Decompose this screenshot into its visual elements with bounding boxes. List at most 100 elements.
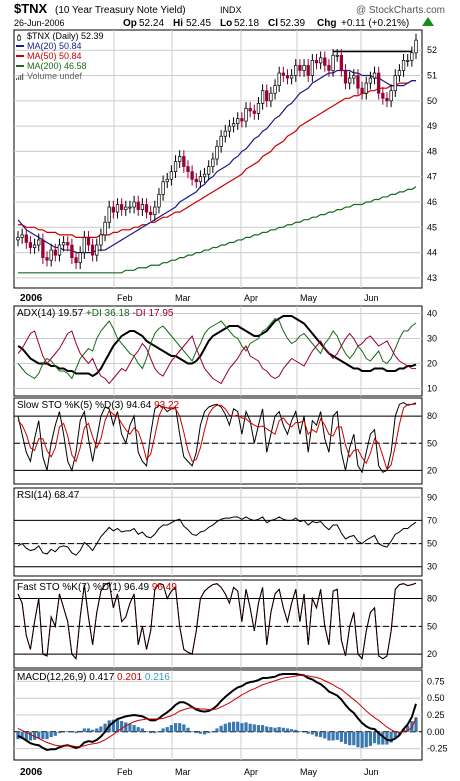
- candle-body: [215, 146, 219, 160]
- x-tick-label: Mar: [175, 767, 191, 777]
- y-tick-label: 80: [427, 594, 437, 604]
- histogram-bar: [86, 728, 91, 732]
- y-tick-label: 0.75: [427, 676, 445, 686]
- histogram-bar: [348, 731, 352, 746]
- candle-body: [90, 244, 95, 256]
- candle-body: [107, 206, 111, 223]
- histogram-bar: [227, 722, 232, 732]
- candle-body: [377, 72, 381, 94]
- candle-body: [310, 60, 315, 76]
- series-line: [17, 674, 417, 748]
- volume-bar-icon: [20, 75, 22, 80]
- candle-body: [393, 75, 397, 92]
- change-value: +0.11 (+0.21%): [341, 18, 409, 29]
- y-tick-label: 48: [427, 146, 437, 156]
- panel-5: -0.25 0.00 0.25 0.50 0.75 MACD(12,26,9) 0.417…: [13, 669, 448, 761]
- x-tick-label: Jun: [364, 293, 379, 303]
- legend-value: 96.49: [149, 582, 177, 593]
- candle-body: [343, 70, 348, 84]
- candle-body: [385, 97, 389, 102]
- change-label: Chg: [317, 18, 336, 29]
- histogram-bar: [273, 727, 277, 732]
- candle-body: [37, 239, 41, 246]
- panel-1: 10 20 30 40 ADX(14) 19.57 +DI 36.18 -DI 17.9…: [13, 305, 437, 397]
- y-tick-label: 0.00: [427, 727, 445, 737]
- candle-body: [140, 204, 145, 210]
- histogram-bar: [406, 725, 410, 732]
- histogram-bar: [393, 731, 397, 739]
- candle-body: [281, 72, 285, 76]
- histogram-bar: [298, 731, 302, 732]
- y-tick-label: 0.25: [427, 710, 445, 720]
- histogram-bar: [231, 721, 236, 732]
- legend-entry: MA(50) 50.84: [27, 51, 82, 61]
- histogram-bar: [335, 731, 339, 740]
- series-line: [17, 401, 417, 474]
- histogram-bar: [343, 731, 348, 744]
- candle-body: [352, 75, 356, 79]
- candle-body: [368, 77, 373, 84]
- histogram-bar: [261, 725, 265, 732]
- candle-body: [111, 206, 116, 213]
- candle-body: [57, 244, 62, 256]
- y-tick-label: 43: [427, 273, 437, 283]
- candle-body: [53, 249, 57, 256]
- open-value: 52.24: [139, 18, 164, 29]
- candle-body: [173, 161, 178, 172]
- histogram-bar: [20, 731, 24, 740]
- legend-value: -DI 17.95: [130, 308, 174, 319]
- y-tick-label: 50: [427, 438, 437, 448]
- candle-body: [182, 156, 186, 167]
- y-tick-label: -0.25: [427, 744, 448, 754]
- candlestick-icon-body: [17, 35, 21, 41]
- candle-body: [20, 234, 24, 238]
- low-value: 52.18: [234, 18, 259, 29]
- histogram-bar: [99, 726, 103, 732]
- candle-body: [335, 54, 339, 57]
- candle-body: [269, 92, 273, 102]
- histogram-bar: [389, 731, 393, 743]
- histogram-bar: [306, 731, 310, 734]
- histogram-bar: [49, 731, 53, 738]
- candle-body: [70, 244, 74, 258]
- histogram-bar: [91, 729, 95, 732]
- chart-header: $TNX (10 Year Treasury Note Yield) INDX …: [14, 1, 445, 29]
- y-tick-label: 30: [427, 562, 437, 572]
- y-tick-label: 47: [427, 172, 437, 182]
- candle-body: [364, 82, 368, 94]
- histogram-bar: [207, 731, 211, 734]
- histogram-bar: [132, 725, 136, 732]
- y-tick-label: 90: [427, 492, 437, 502]
- histogram-bar: [323, 731, 327, 739]
- y-tick-label: 51: [427, 71, 437, 81]
- candle-body: [252, 110, 256, 114]
- candle-body: [28, 242, 33, 248]
- candle-body: [397, 70, 402, 76]
- legend-value: 0.216: [142, 672, 170, 683]
- histogram-bar: [115, 719, 120, 732]
- histogram-bar: [290, 729, 294, 732]
- histogram-bar: [28, 731, 33, 741]
- candle-body: [78, 252, 82, 264]
- histogram-bar: [190, 731, 194, 732]
- candle-body: [207, 166, 211, 175]
- histogram-bar: [70, 731, 74, 733]
- histogram-bar: [120, 721, 124, 732]
- histogram-bar: [410, 721, 414, 732]
- candle-body: [82, 237, 86, 253]
- histogram-bar: [186, 727, 190, 732]
- candle-body: [348, 77, 352, 84]
- candle-body: [144, 204, 149, 213]
- candle-body: [389, 90, 393, 102]
- histogram-bar: [281, 727, 285, 732]
- candle-body: [356, 75, 360, 89]
- histogram-bar: [364, 731, 368, 748]
- candle-body: [41, 239, 45, 258]
- histogram-bar: [277, 727, 281, 732]
- series-line: [17, 516, 417, 556]
- histogram-bar: [244, 722, 248, 732]
- histogram-bar: [211, 731, 215, 732]
- candle-body: [331, 54, 335, 71]
